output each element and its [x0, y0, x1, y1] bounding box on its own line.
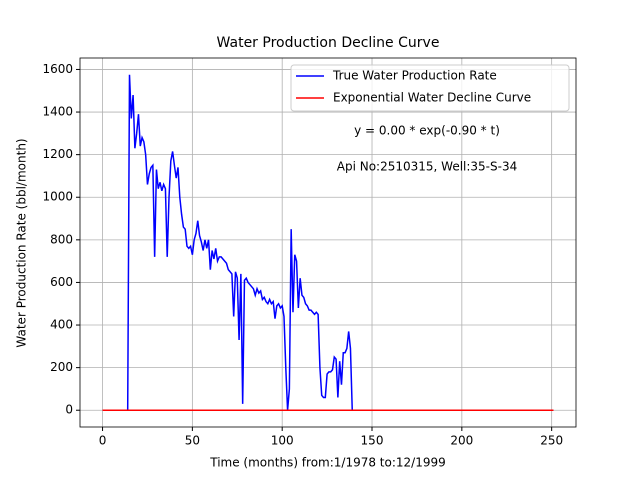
- x-tick-label: 250: [540, 434, 563, 448]
- legend-box: [290, 64, 570, 112]
- y-axis-label: Water Production Rate (bbl/month): [15, 138, 29, 347]
- y-tick-label: 400: [50, 318, 73, 332]
- annotation: Api No:2510315, Well:35-S-34: [337, 160, 517, 174]
- x-tick-label: 0: [99, 434, 107, 448]
- data-line: [102, 74, 554, 411]
- y-tick-label: 1400: [42, 105, 73, 119]
- y-tick-label: 1600: [42, 62, 73, 76]
- y-tick-label: 600: [50, 275, 73, 289]
- y-tick-label: 1200: [42, 147, 73, 161]
- x-tick-label: 100: [271, 434, 294, 448]
- legend-label: Exponential Water Decline Curve: [333, 91, 531, 105]
- y-tick-label: 200: [50, 360, 73, 374]
- x-tick-label: 150: [361, 434, 384, 448]
- legend-label: True Water Production Rate: [332, 69, 497, 83]
- plot-frame: [79, 57, 577, 428]
- x-tick-label: 50: [185, 434, 200, 448]
- chart-title: Water Production Decline Curve: [217, 35, 440, 51]
- y-tick-label: 0: [65, 403, 73, 417]
- annotation: y = 0.00 * exp(-0.90 * t): [354, 124, 500, 138]
- y-tick-label: 800: [50, 232, 73, 246]
- x-tick-label: 200: [450, 434, 473, 448]
- y-tick-label: 1000: [42, 190, 73, 204]
- x-axis-label: Time (months) from:1/1978 to:12/1999: [209, 456, 446, 470]
